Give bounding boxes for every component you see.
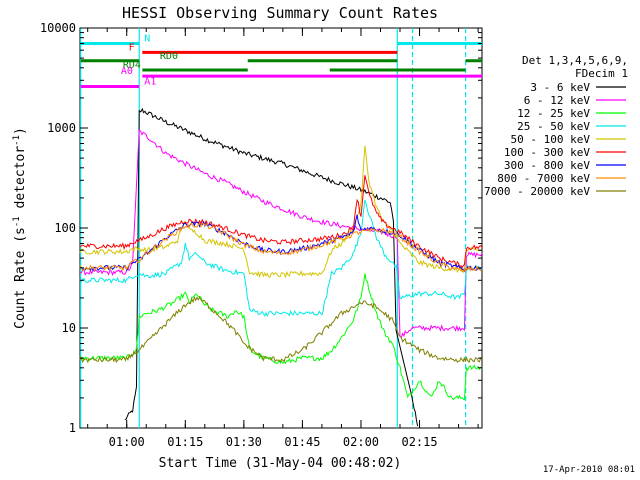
legend-label-0: 3 - 6 keV xyxy=(530,81,590,94)
y-tick-label-2: 100 xyxy=(54,221,76,235)
legend-label-8: 7000 - 20000 keV xyxy=(484,185,590,198)
y-tick-label-1: 10 xyxy=(62,321,76,335)
legend-label-6: 300 - 800 keV xyxy=(504,159,590,172)
x-axis-label: Start Time (31-May-04 00:48:02) xyxy=(159,456,402,471)
x-tick-label-3: 01:45 xyxy=(284,435,320,449)
y-axis-label: Count Rate (s-1 detector-1) xyxy=(12,127,28,329)
chart-title: HESSI Observing Summary Count Rates xyxy=(122,4,438,22)
y-tick-label-0: 1 xyxy=(69,421,76,435)
legend-header-line-2: FDecim 1 xyxy=(575,67,628,80)
x-tick-label-1: 01:15 xyxy=(167,435,203,449)
y-axis: 1 10 100 1000 10000 xyxy=(40,21,482,435)
series-line-4 xyxy=(79,145,483,279)
y-tick-label-4: 10000 xyxy=(40,21,76,35)
series-line-8 xyxy=(79,295,483,364)
y-axis-label-mid: detector xyxy=(13,146,28,217)
series-line-6 xyxy=(80,214,483,272)
flag-label-n: N xyxy=(144,33,150,44)
flag-label-a0: A0 xyxy=(121,66,133,77)
legend-label-2: 12 - 25 keV xyxy=(517,107,590,120)
vertical-markers xyxy=(80,28,467,428)
legend-label-4: 50 - 100 keV xyxy=(511,133,591,146)
series-layer xyxy=(79,107,483,427)
flag-label-a1: A1 xyxy=(144,77,156,88)
y-axis-label-sup1: -1 xyxy=(12,216,22,227)
series-line-1 xyxy=(80,129,483,339)
y-axis-label-end: ) xyxy=(13,127,28,135)
footer-date: 17-Apr-2010 08:01 xyxy=(543,465,635,475)
series-line-0 xyxy=(124,107,419,427)
flag-label-rd0: RD0 xyxy=(160,51,178,62)
series-line-2 xyxy=(79,273,483,401)
legend-label-1: 6 - 12 keV xyxy=(524,94,591,107)
x-tick-label-4: 02:00 xyxy=(343,435,379,449)
x-tick-label-5: 02:15 xyxy=(401,435,437,449)
series-line-3 xyxy=(79,199,483,317)
flag-label-rd4: RD4 xyxy=(123,60,141,71)
y-axis-label-sup2: -1 xyxy=(12,135,22,146)
legend-label-5: 100 - 300 keV xyxy=(504,146,590,159)
legend-label-7: 800 - 7000 keV xyxy=(497,172,590,185)
legend-label-3: 25 - 50 keV xyxy=(517,120,590,133)
x-axis: 01:00 01:15 01:30 01:45 02:00 02:15 xyxy=(87,28,479,449)
y-axis-label-main: Count Rate (s xyxy=(13,227,28,329)
x-tick-label-2: 01:30 xyxy=(226,435,262,449)
x-tick-label-0: 01:00 xyxy=(109,435,145,449)
legend-header-line-1: Det 1,3,4,5,6,9, xyxy=(522,54,628,67)
series-line-5 xyxy=(79,175,483,269)
y-tick-label-3: 1000 xyxy=(47,121,76,135)
series-line-7 xyxy=(79,222,483,273)
flag-label-f: F xyxy=(129,42,135,53)
